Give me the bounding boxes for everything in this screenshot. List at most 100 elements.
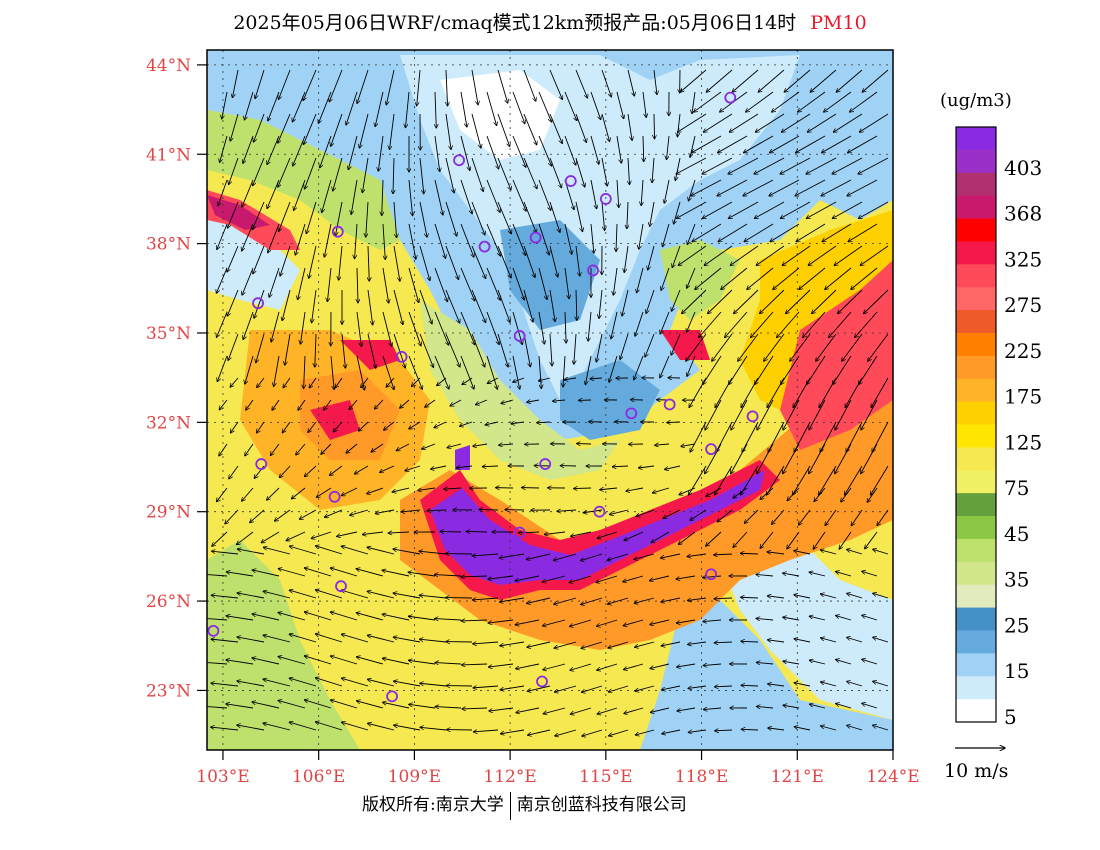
- wind-arrow: [216, 311, 228, 337]
- wind-arrow: [538, 135, 552, 166]
- wind-arrow: [730, 245, 759, 265]
- wind-arrow: [292, 91, 306, 122]
- latitude-label: 44°N: [146, 56, 191, 76]
- wind-arrow: [419, 551, 447, 555]
- wind-arrow: [357, 69, 369, 103]
- wind-arrow: [278, 656, 306, 665]
- wind-arrow: [217, 223, 228, 249]
- wind-arrow: [873, 593, 889, 599]
- wind-arrow: [393, 681, 421, 687]
- wind-arrow: [434, 267, 448, 302]
- wind-arrow: [486, 223, 501, 256]
- wind-arrow: [435, 663, 462, 664]
- wind-arrow: [318, 91, 332, 123]
- wind-arrow: [581, 641, 603, 648]
- wind-arrow: [564, 135, 576, 165]
- wind-arrow: [460, 135, 470, 170]
- wind-arrow: [733, 487, 748, 498]
- wind-arrow: [662, 223, 670, 247]
- colorbar-unit: (ug/m3): [940, 90, 1012, 111]
- wind-arrow: [581, 685, 603, 692]
- wind-arrow: [349, 399, 358, 410]
- wind-arrow: [756, 662, 774, 664]
- wind-arrow: [289, 722, 317, 731]
- wind-arrow: [382, 570, 410, 577]
- wind-arrow: [351, 179, 358, 214]
- longitude-label: 115°E: [579, 767, 632, 787]
- wind-arrow: [232, 69, 239, 98]
- wind-arrow: [346, 91, 358, 125]
- wind-arrow: [296, 443, 306, 455]
- wind-arrow: [848, 223, 878, 242]
- wind-arrow: [263, 635, 291, 643]
- wind-arrow: [268, 91, 280, 121]
- wind-arrow: [315, 333, 316, 367]
- wind-arrow: [738, 333, 759, 361]
- wind-arrow: [487, 377, 499, 383]
- wind-arrow: [554, 597, 577, 604]
- wind-arrow: [289, 678, 317, 687]
- wind-arrow: [400, 399, 410, 408]
- colorbar-swatch: [956, 424, 996, 448]
- wind-arrow: [675, 157, 681, 181]
- wind-arrow: [590, 179, 597, 209]
- wind-arrow: [222, 91, 228, 119]
- wind-arrow: [780, 201, 811, 219]
- latitude-label: 35°N: [146, 324, 191, 344]
- wind-arrow: [333, 157, 343, 191]
- wind-arrow: [832, 201, 863, 219]
- wind-arrow: [219, 399, 228, 410]
- wind-arrow: [445, 113, 451, 149]
- wind-arrow: [564, 91, 577, 121]
- wind-arrow: [207, 662, 228, 665]
- wind-arrow: [304, 568, 332, 577]
- wind-arrow: [341, 487, 358, 496]
- wind-arrow: [687, 355, 696, 376]
- wind-arrow: [341, 546, 369, 555]
- wind-arrow: [862, 659, 878, 665]
- wind-arrow: [599, 289, 603, 318]
- wind-arrow: [549, 113, 562, 144]
- wind-arrow: [741, 377, 759, 407]
- wind-arrow: [405, 465, 421, 471]
- wind-arrow: [741, 729, 759, 730]
- wind-arrow: [321, 443, 332, 454]
- wind-arrow: [660, 355, 670, 378]
- wind-arrow: [717, 509, 733, 522]
- wind-arrow: [523, 333, 530, 367]
- wind-arrow: [650, 663, 670, 669]
- wind-arrow: [795, 135, 826, 153]
- wind-arrow: [590, 223, 594, 253]
- wind-arrow: [692, 223, 722, 242]
- wind-arrow: [462, 708, 488, 709]
- wind-arrow: [374, 399, 384, 409]
- wind-arrow: [596, 575, 618, 582]
- wind-arrow: [237, 549, 265, 555]
- wind-arrow: [844, 465, 863, 495]
- wind-arrow: [278, 69, 291, 100]
- wind-arrow: [836, 69, 863, 92]
- wind-arrow: [393, 201, 397, 238]
- wind-arrow: [836, 572, 852, 577]
- wind-arrow: [847, 725, 863, 731]
- wind-arrow: [382, 267, 389, 303]
- copyright-separator: [509, 791, 511, 820]
- wind-arrow: [450, 399, 462, 406]
- wind-arrow: [304, 700, 332, 709]
- wind-arrow: [255, 69, 265, 99]
- wind-arrow: [304, 612, 332, 621]
- colorbar-swatch: [956, 355, 996, 380]
- wind-arrow: [211, 639, 239, 643]
- wind-arrow: [601, 113, 610, 142]
- wind-arrow: [549, 201, 560, 232]
- wind-arrow: [820, 421, 837, 452]
- wind-arrow: [574, 333, 577, 364]
- wind-arrow: [637, 267, 644, 293]
- wind-arrow: [335, 377, 343, 388]
- wind-arrow: [528, 729, 551, 735]
- wind-arrow: [661, 641, 681, 646]
- wind-arrow: [850, 91, 878, 112]
- city-marker: [513, 526, 526, 539]
- wind-arrow: [252, 702, 280, 709]
- wind-arrow: [459, 421, 473, 426]
